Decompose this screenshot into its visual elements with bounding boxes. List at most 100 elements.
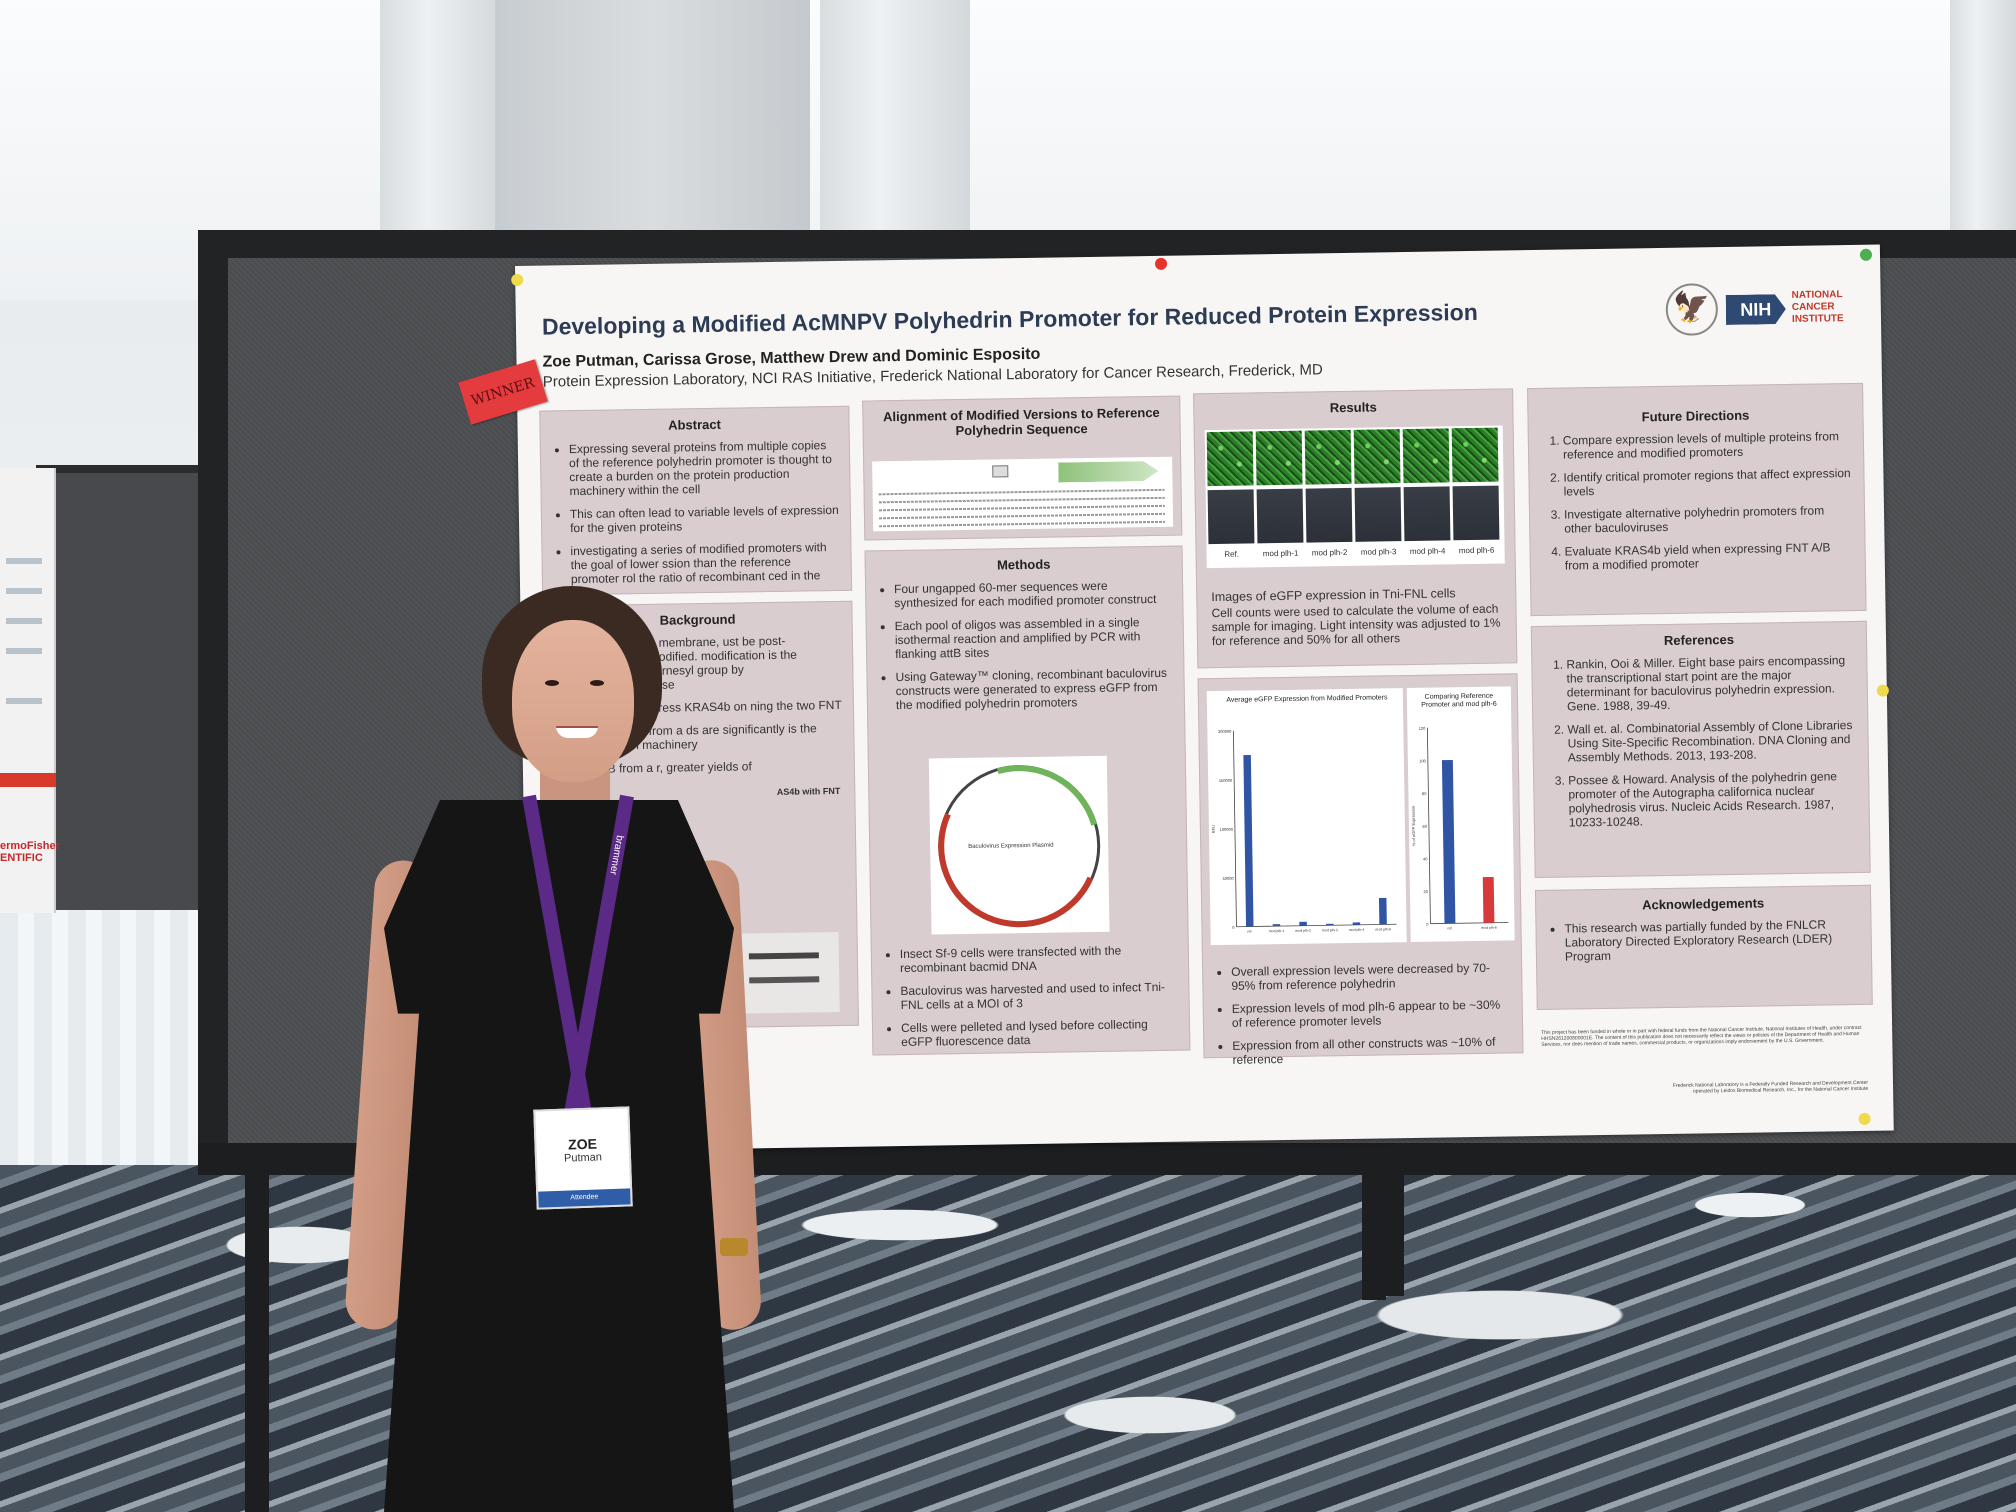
methods-bullet: Insect Sf-9 cells were transfected with … [900, 943, 1178, 975]
chart-avg-egfp-svg: 0 50000 100000 150000 200000 RFU ref. mod plh-1… [1211, 729, 1397, 934]
results-caption-title: Images of eGFP expression in Tni-FNL cel… [1211, 586, 1456, 605]
sequence-alignment-figure [872, 456, 1174, 532]
results-heading: Results [1329, 399, 1377, 416]
methods-heading: Methods [996, 556, 1051, 573]
future-directions-panel: Future Directions Compare expression lev… [1527, 382, 1867, 617]
neighbor-poster-red-band [0, 773, 56, 787]
results-caption: Cell counts were used to calculate the v… [1211, 601, 1501, 649]
y-axis [1426, 727, 1431, 924]
chart-avg-egfp: Average eGFP Expression from Modified Pr… [1206, 688, 1407, 946]
references-heading: References [1663, 631, 1735, 648]
results-bullet: Overall expression levels were decreased… [1231, 960, 1511, 993]
alignment-heading: Alignment of Modified Versions to Refere… [882, 404, 1160, 439]
poster-title: Developing a Modified AcMNPV Polyhedrin … [541, 298, 1478, 340]
nci-logo-text: NATIONAL CANCER INSTITUTE [1791, 289, 1844, 325]
results-panel: Results Ref. mod plh-1 mod plh-2 mod plh… [1193, 388, 1518, 669]
methods-panel: Methods Four ungapped 60-mer sequences w… [864, 545, 1191, 1056]
y-axis-label: % of eGFP Expression [1411, 806, 1417, 846]
results-charts-panel: Average eGFP Expression from Modified Pr… [1197, 673, 1524, 1067]
bar [1272, 924, 1281, 927]
fnl-disclaimer: Frederick National Laboratory is a Feder… [1672, 1079, 1869, 1095]
research-poster: Developing a Modified AcMNPV Polyhedrin … [511, 244, 1894, 1152]
y-tick-label: 0 [1232, 925, 1235, 930]
y-tick-label: 150000 [1219, 778, 1233, 783]
image-label: mod plh-4 [1409, 546, 1446, 556]
background-bullet: co-expressed from a ds are significantly… [573, 721, 843, 753]
future-heading: Future Directions [1641, 407, 1750, 425]
x-tick-label: ref. [1247, 929, 1252, 933]
y-axis-label: RFU [1211, 825, 1216, 833]
nih-logo: NIH [1726, 294, 1786, 325]
x-tick-label: mod plh-1 [1269, 929, 1285, 933]
y-tick-label: 50000 [1223, 876, 1235, 881]
neighbor-poster-board [36, 465, 216, 910]
x-tick-label: mod plh-2 [1295, 929, 1311, 933]
y-tick-label: 0 [1426, 922, 1429, 927]
future-item: Evaluate KRAS4b yield when expressing FN… [1565, 540, 1855, 572]
hhs-eagle-seal-icon: 🦅 [1665, 283, 1719, 336]
push-pin [511, 273, 524, 287]
poster-board-bottom-bar [198, 1143, 2016, 1175]
x-tick-label: mod plh-3 [1322, 928, 1338, 932]
y-tick-label: 80 [1422, 791, 1427, 796]
acknowledgement-bullet: This research was partially funded by th… [1564, 917, 1861, 963]
push-pin [1154, 257, 1168, 270]
plasmid-map-figure: Baculovirus Expression Plasmid [909, 735, 1130, 957]
alignment-marker [992, 465, 1009, 478]
future-item: Compare expression levels of multiple pr… [1563, 429, 1853, 461]
chart-compare-ref-svg: 0 20 40 60 80 100 120 % of eGFP Expression ref. m… [1411, 726, 1509, 930]
methods-bullet: Each pool of oligos was assembled in a s… [895, 615, 1174, 661]
board-leg [1384, 1170, 1404, 1296]
y-axis [1232, 730, 1237, 927]
methods-bullet: Four ungapped 60-mer sequences were synt… [894, 578, 1172, 610]
alignment-panel: Alignment of Modified Versions to Refere… [862, 395, 1183, 541]
reference-item: Rankin, Ooi & Miller. Eight base pairs e… [1566, 653, 1857, 713]
neighbor-poster-brand: ermoFisher ENTIFIC [0, 840, 60, 864]
background-bullet: with the plasma membrane, ust be post-tr… [572, 633, 843, 693]
funding-disclaimer: This project has been funded in whole or… [1541, 1024, 1862, 1048]
y-tick-label: 20 [1423, 889, 1428, 894]
patterned-carpet [0, 1165, 2016, 1512]
image-label: Ref. [1224, 549, 1240, 559]
background-bullet: ification, we express KRAS4b on ning the… [573, 698, 843, 716]
image-label: mod plh-3 [1360, 547, 1397, 557]
fluorescence-image-grid: Ref. mod plh-1 mod plh-2 mod plh-3 mod p… [1204, 425, 1505, 569]
x-tick-label: mod plh-4 [1349, 928, 1365, 932]
bar [1378, 897, 1387, 925]
references-panel: References Rankin, Ooi & Miller. Eight b… [1530, 620, 1871, 879]
y-tick-label: 200000 [1218, 729, 1232, 734]
acknowledgements-panel: Acknowledgements This research was parti… [1534, 884, 1873, 1011]
y-tick-label: 100 [1419, 758, 1427, 763]
methods-bullet: Using Gateway™ cloning, recombinant bacu… [895, 666, 1174, 712]
image-label: mod plh-1 [1262, 548, 1299, 559]
y-tick-label: 40 [1423, 856, 1428, 861]
future-item: Identify critical promoter regions that … [1563, 466, 1853, 499]
chart-compare-ref: Comparing Reference Promoter and mod plh… [1406, 686, 1515, 943]
background-bullet: FNTA/B from a r, greater yields of [574, 758, 844, 776]
push-pin [1858, 1112, 1871, 1126]
abstract-panel: Abstract Expressing several proteins fro… [539, 405, 853, 600]
lower-curtain [0, 910, 230, 1180]
y-tick-label: 120 [1419, 726, 1427, 731]
background-panel: Background with the plasma membrane, ust… [542, 600, 859, 1031]
board-leg [1362, 1170, 1386, 1300]
abstract-bullet: Expressing several proteins from multipl… [569, 438, 840, 498]
methods-bullet: Baculovirus was harvested and used to in… [900, 980, 1178, 1012]
western-blot-figure [738, 932, 840, 1014]
reference-item: Possee & Howard. Analysis of the polyhed… [1568, 769, 1859, 829]
bar [1299, 921, 1307, 926]
x-axis [1430, 922, 1509, 925]
x-tick-label: mod plh-6 [1375, 927, 1391, 931]
x-axis [1236, 923, 1397, 928]
bar [1441, 759, 1456, 924]
y-tick-label: 100000 [1220, 827, 1234, 832]
x-tick-label: ref. [1447, 926, 1452, 930]
alignment-arrow [1058, 461, 1158, 483]
background-figure-label: AS4b with FNT [776, 785, 841, 797]
abstract-bullet: investigating a series of modified promo… [570, 540, 841, 600]
board-leg [245, 1170, 269, 1512]
bar [1243, 755, 1254, 927]
push-pin [1859, 248, 1873, 261]
wall-pillar [495, 0, 810, 265]
